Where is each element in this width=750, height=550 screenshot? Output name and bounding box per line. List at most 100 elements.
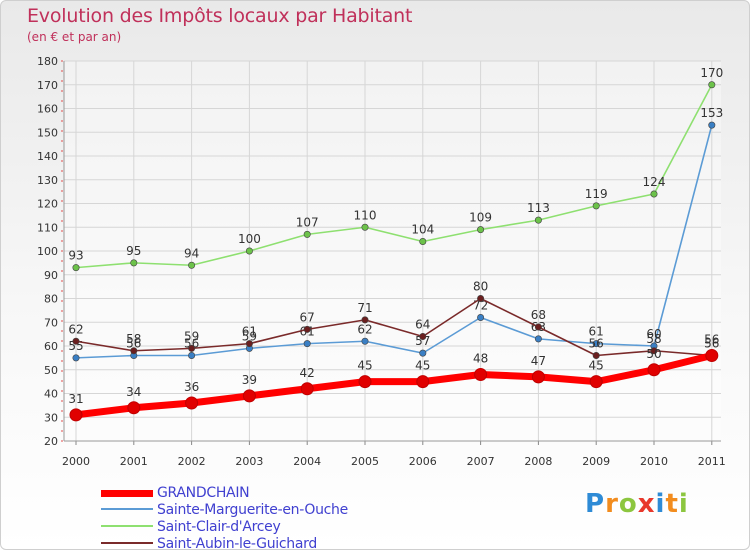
data-label: 45 — [357, 359, 372, 373]
data-point — [242, 389, 256, 403]
data-label: 119 — [585, 187, 608, 201]
series-line — [75, 83, 713, 269]
data-label: 45 — [589, 359, 604, 373]
data-point — [300, 382, 314, 396]
data-point — [361, 316, 369, 324]
data-point — [534, 216, 542, 224]
data-label: 110 — [354, 208, 377, 222]
data-point — [708, 121, 716, 129]
x-tick-label: 2004 — [293, 455, 321, 468]
y-tick-label: 40 — [44, 388, 58, 401]
data-label: 94 — [184, 246, 199, 260]
data-label: 58 — [646, 332, 661, 346]
chart-subtitle: (en € et par an) — [27, 30, 122, 44]
data-point — [69, 408, 83, 422]
data-point — [130, 347, 138, 355]
data-point — [419, 238, 427, 246]
data-point — [185, 396, 199, 410]
data-label: 95 — [126, 244, 141, 258]
y-tick-label: 160 — [37, 103, 58, 116]
x-tick-label: 2010 — [640, 455, 668, 468]
x-tick-label: 2001 — [120, 455, 148, 468]
data-point — [303, 340, 311, 348]
data-label: 56 — [704, 333, 719, 347]
x-tick-label: 2008 — [524, 455, 552, 468]
data-label: 59 — [242, 329, 257, 343]
data-point — [592, 202, 600, 210]
x-tick-label: 2005 — [351, 455, 379, 468]
data-label: 47 — [531, 354, 546, 368]
logo-letter: i — [678, 489, 689, 519]
data-label: 58 — [126, 332, 141, 346]
data-point — [245, 340, 253, 348]
logo-letter: i — [655, 489, 666, 519]
x-tick-label: 2002 — [178, 455, 206, 468]
x-tick-label: 2003 — [235, 455, 263, 468]
logo-letter: t — [665, 489, 679, 519]
logo-letter: o — [618, 489, 638, 519]
legend-label: Saint-Aubin-le-Guichard — [157, 536, 317, 550]
data-label: 56 — [126, 337, 141, 351]
data-label: 34 — [126, 385, 141, 399]
data-point — [419, 332, 427, 340]
legend-swatch-sainte-marguerite — [101, 508, 153, 510]
data-label: 100 — [238, 232, 261, 246]
data-label: 64 — [415, 318, 430, 332]
data-point — [361, 223, 369, 231]
y-tick-label: 150 — [37, 126, 58, 139]
data-label: 80 — [473, 280, 488, 294]
x-tick-label: 2000 — [62, 455, 90, 468]
data-point — [592, 340, 600, 348]
data-label: 68 — [531, 308, 546, 322]
chart-title: Evolution des Impôts locaux par Habitant — [27, 5, 413, 27]
data-label: 48 — [473, 352, 488, 366]
data-label: 153 — [700, 106, 723, 120]
logo-letter: x — [637, 489, 656, 519]
series-line — [75, 124, 713, 359]
data-label: 104 — [411, 223, 434, 237]
legend-swatch-saint-clair — [101, 525, 153, 527]
data-point — [650, 347, 658, 355]
data-label: 62 — [357, 322, 372, 336]
legend-label: Saint-Clair-d'Arcey — [157, 519, 281, 535]
y-tick-label: 120 — [37, 198, 58, 211]
logo-letter: P — [585, 489, 606, 519]
x-tick-label: 2006 — [409, 455, 437, 468]
data-label: 62 — [68, 322, 83, 336]
data-point — [245, 247, 253, 255]
data-point — [72, 264, 80, 272]
data-label: 72 — [473, 299, 488, 313]
data-point — [647, 363, 661, 377]
data-label: 61 — [589, 325, 604, 339]
data-label: 113 — [527, 201, 550, 215]
data-point — [477, 294, 485, 302]
legend-swatch-grandchain — [101, 490, 153, 497]
proxiti-logo: Proxiti — [585, 489, 689, 519]
y-tick-label: 180 — [37, 55, 58, 68]
data-point — [534, 335, 542, 343]
data-point — [474, 368, 488, 381]
data-label: 107 — [296, 215, 319, 229]
y-tick-label: 30 — [44, 411, 58, 424]
x-tick-label: 2009 — [582, 455, 610, 468]
data-point — [589, 375, 603, 389]
data-label: 124 — [643, 175, 666, 189]
series-line — [75, 297, 713, 357]
x-tick-label: 2011 — [698, 455, 726, 468]
data-point — [419, 349, 427, 357]
data-label: 60 — [646, 327, 661, 341]
legend-swatch-saint-aubin — [101, 542, 153, 544]
data-label: 50 — [646, 347, 661, 361]
data-label: 93 — [68, 249, 83, 263]
data-point — [534, 323, 542, 331]
y-tick-label: 50 — [44, 364, 58, 377]
data-point — [72, 337, 80, 345]
data-point — [477, 226, 485, 234]
data-label: 61 — [242, 325, 257, 339]
data-label: 71 — [357, 301, 372, 315]
legend-label: Sainte-Marguerite-en-Ouche — [157, 502, 348, 518]
y-tick-label: 130 — [37, 174, 58, 187]
data-label: 56 — [184, 337, 199, 351]
y-tick-label: 110 — [37, 221, 58, 234]
